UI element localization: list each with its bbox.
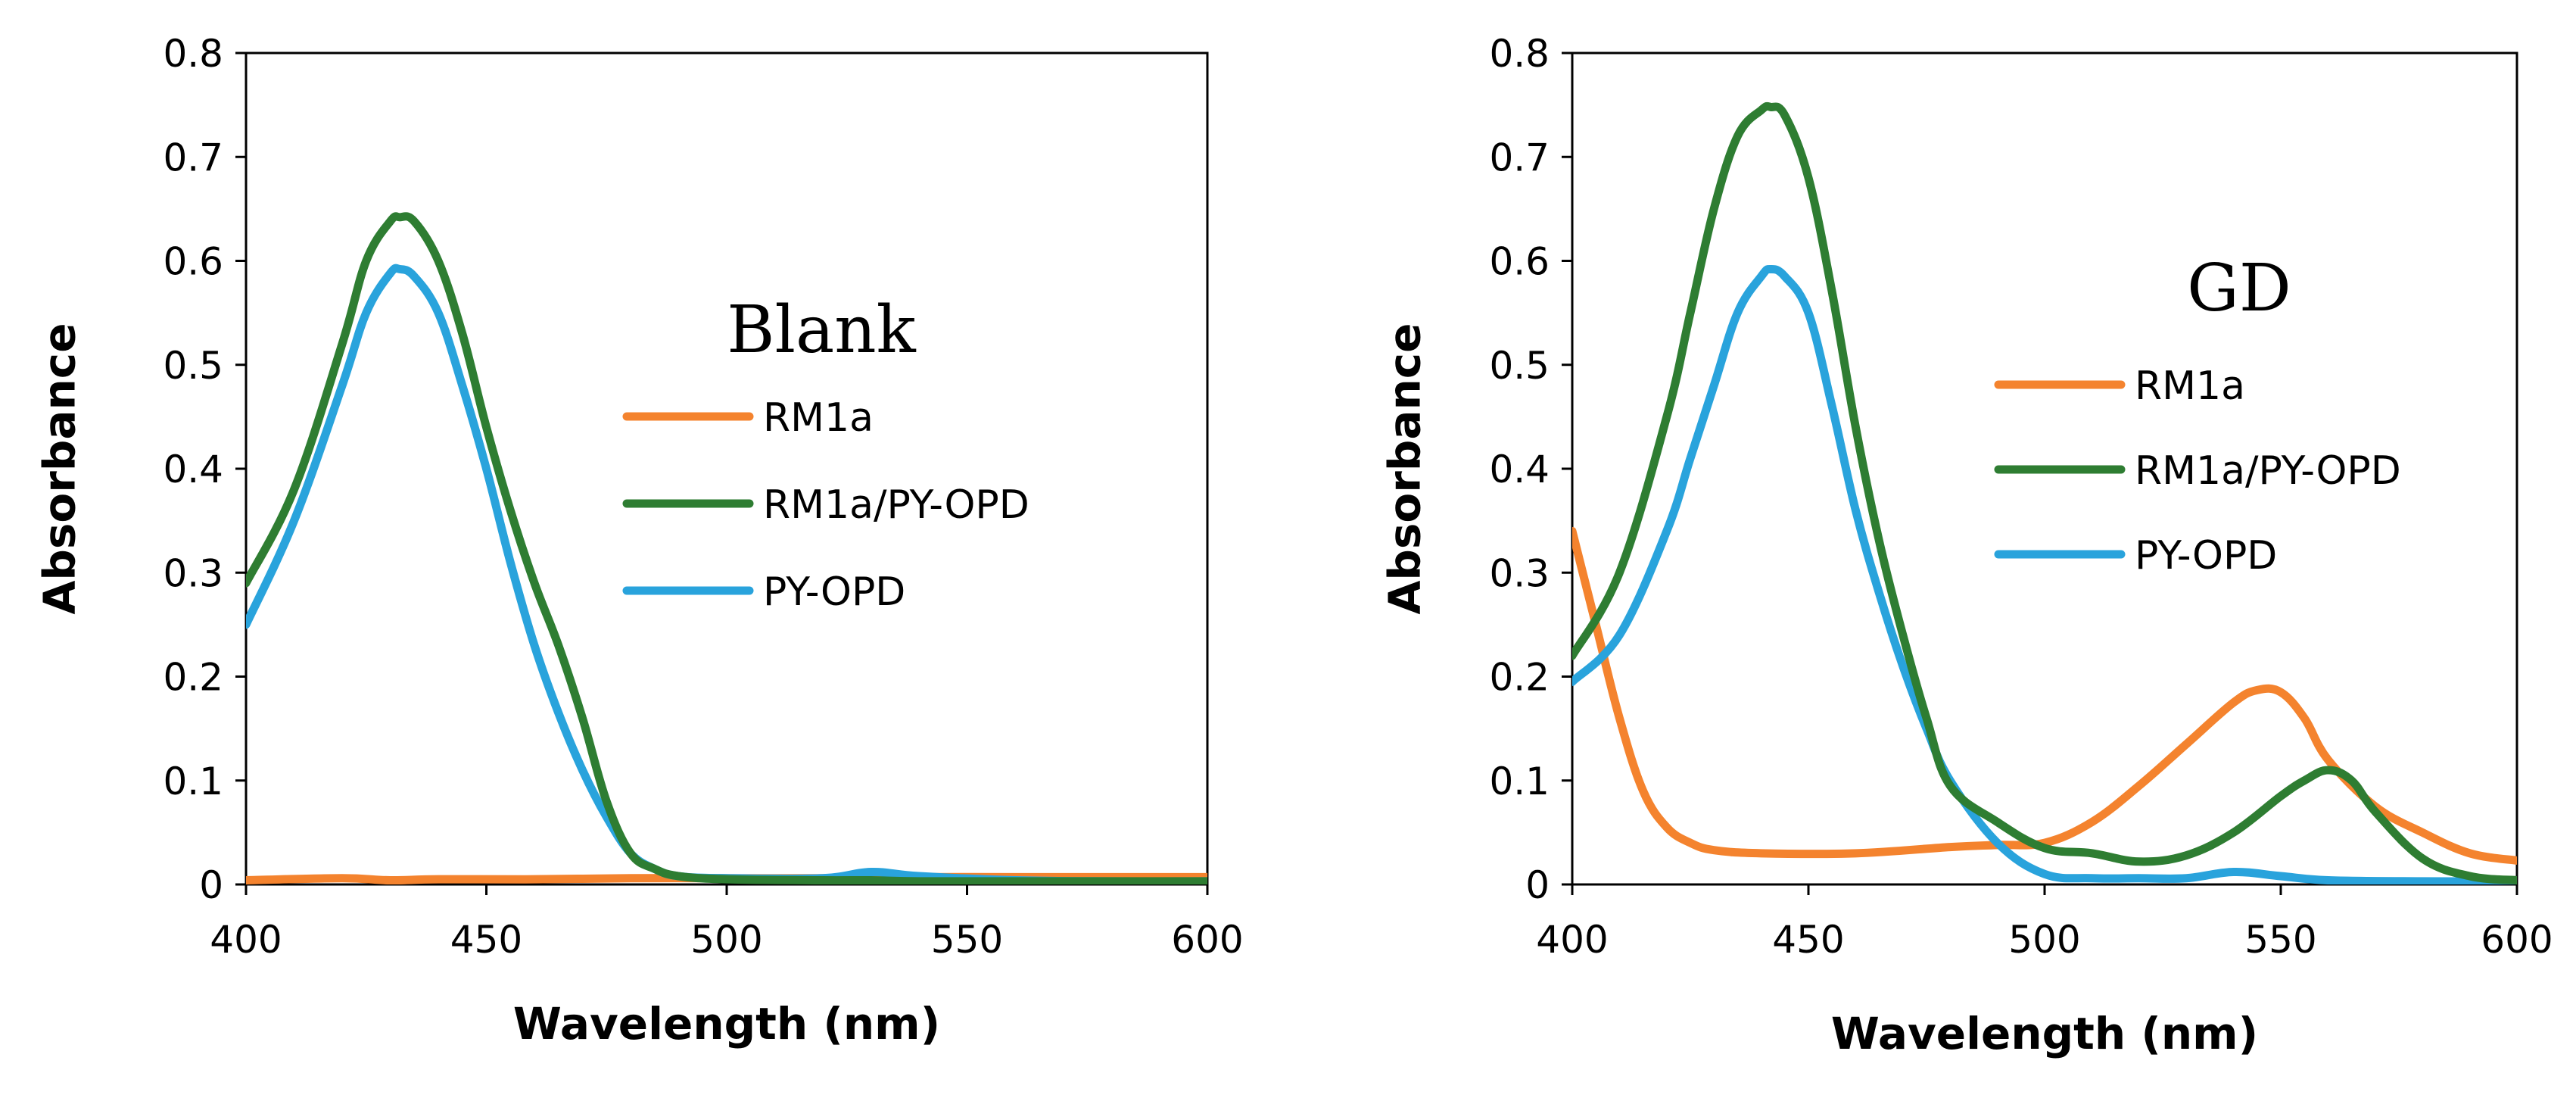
chart-1-x-axis-title: Wavelength (nm): [513, 998, 940, 1050]
chart-2-y-axis-title: Absorbance: [1378, 323, 1430, 614]
chart-2-series-rm1a-line: [1572, 526, 2517, 865]
chart-2-y-tick-label: 0.6: [1489, 240, 1550, 284]
chart-1-series-rm1a-py-opd-line: [246, 212, 1207, 884]
chart-2-legend-label-rm1a-py-opd: RM1a/PY-OPD: [2135, 448, 2401, 494]
chart-1-y-tick-label: 0.3: [163, 551, 223, 595]
chart-1-y-tick-label: 0.1: [163, 760, 223, 803]
chart-2-x-tick-label: 500: [2008, 918, 2080, 962]
chart-2-legend-label-rm1a: RM1a: [2135, 363, 2245, 409]
chart-1: 0 0.1 0.2 0.3 0.4 0.5 0.6 0.7 0.8 400 450 500 550 600…: [33, 32, 1243, 1050]
chart-1-legend-label-py-opd: PY-OPD: [763, 569, 905, 615]
chart-1-series-py-opd-line: [246, 264, 1207, 884]
chart-2-y-tick-label: 0: [1525, 863, 1550, 907]
chart-2-y-tick-label: 0.2: [1489, 656, 1550, 700]
chart-1-y-tick-label: 0.5: [163, 344, 223, 388]
chart-2-x-axis-title: Wavelength (nm): [1831, 1008, 2258, 1059]
chart-2-x-tick-label: 450: [1772, 918, 1844, 962]
chart-1-y-axis-title: Absorbance: [33, 323, 85, 614]
chart-2-y-tick-label: 0.8: [1489, 32, 1550, 76]
chart-1-legend-label-rm1a: RM1a: [763, 395, 874, 441]
chart-1-legend-label-rm1a-py-opd: RM1a/PY-OPD: [763, 482, 1029, 528]
chart-2-y-tick-label: 0.3: [1489, 551, 1550, 595]
chart-1-y-tick-label: 0.8: [163, 32, 223, 76]
chart-2-legend-label-py-opd: PY-OPD: [2135, 533, 2277, 579]
chart-2-y-tick-label: 0.4: [1489, 448, 1550, 491]
chart-1-title: Blank: [727, 292, 916, 368]
chart-1-y-tick-label: 0.4: [163, 448, 223, 491]
chart-1-y-tick-label: 0.6: [163, 240, 223, 284]
chart-1-y-tick-label: 0.2: [163, 656, 223, 700]
chart-2-x-tick-label: 400: [1536, 918, 1608, 962]
chart-2: 0 0.1 0.2 0.3 0.4 0.5 0.6 0.7 0.8 400 450 500 550 600…: [1378, 32, 2553, 1059]
chart-1-x-tick-label: 400: [210, 918, 282, 962]
chart-1-x-tick-label: 550: [931, 918, 1003, 962]
chart-2-y-tick-label: 0.7: [1489, 136, 1550, 179]
chart-2-y-tick-label: 0.5: [1489, 344, 1550, 388]
chart-2-series-py-opd-line: [1572, 264, 2517, 884]
chart-2-title: GD: [2187, 251, 2291, 326]
chart-2-series-rm1a-py-opd-line: [1572, 101, 2517, 884]
chart-2-x-tick-label: 600: [2481, 918, 2553, 962]
chart-2-x-tick-label: 550: [2244, 918, 2316, 962]
chart-1-plot-frame: [245, 51, 1209, 886]
chart-1-x-tick-label: 450: [450, 918, 522, 962]
chart-1-x-tick-label: 600: [1171, 918, 1243, 962]
chart-2-y-tick-label: 0.1: [1489, 760, 1550, 803]
chart-1-y-tick-label: 0.7: [163, 136, 223, 179]
chart-1-x-tick-label: 500: [690, 918, 762, 962]
chart-1-y-tick-label: 0: [199, 863, 223, 907]
